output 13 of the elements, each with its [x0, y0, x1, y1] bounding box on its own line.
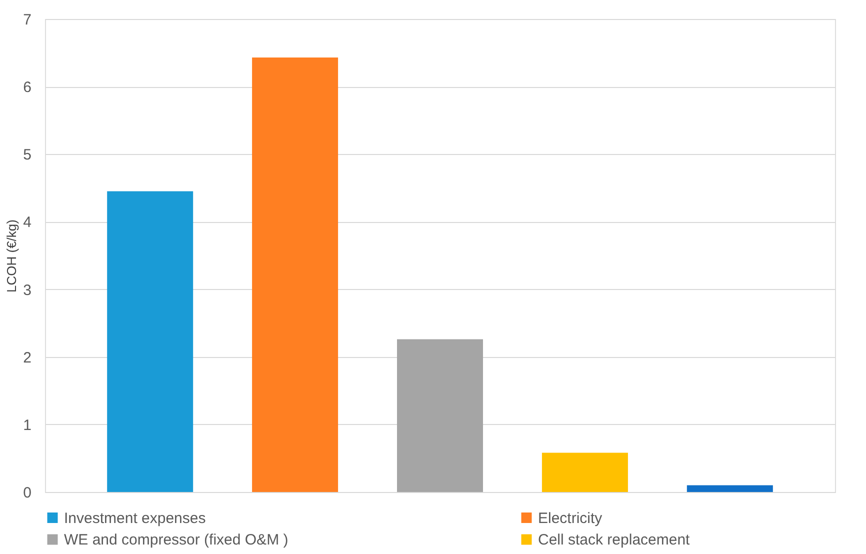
y-tick-label: 3 [23, 282, 32, 299]
legend-label: Electricity [538, 510, 603, 527]
legend-label: Investment expenses [64, 510, 206, 527]
y-tick-label: 1 [23, 416, 32, 434]
y-tick-label: 6 [23, 79, 32, 96]
y-tick-label: 2 [23, 349, 32, 366]
y-tick-label: 5 [23, 146, 32, 164]
y-tick-label: 4 [23, 214, 32, 232]
legend-label: WE and compressor (fixed O&M ) [64, 532, 288, 548]
y-tick-label: 0 [23, 484, 32, 502]
y-axis-title: LCOH (€/kg) [4, 220, 20, 292]
y-tick-label: 7 [23, 12, 32, 28]
legend-label: Cell stack replacement [538, 532, 691, 548]
